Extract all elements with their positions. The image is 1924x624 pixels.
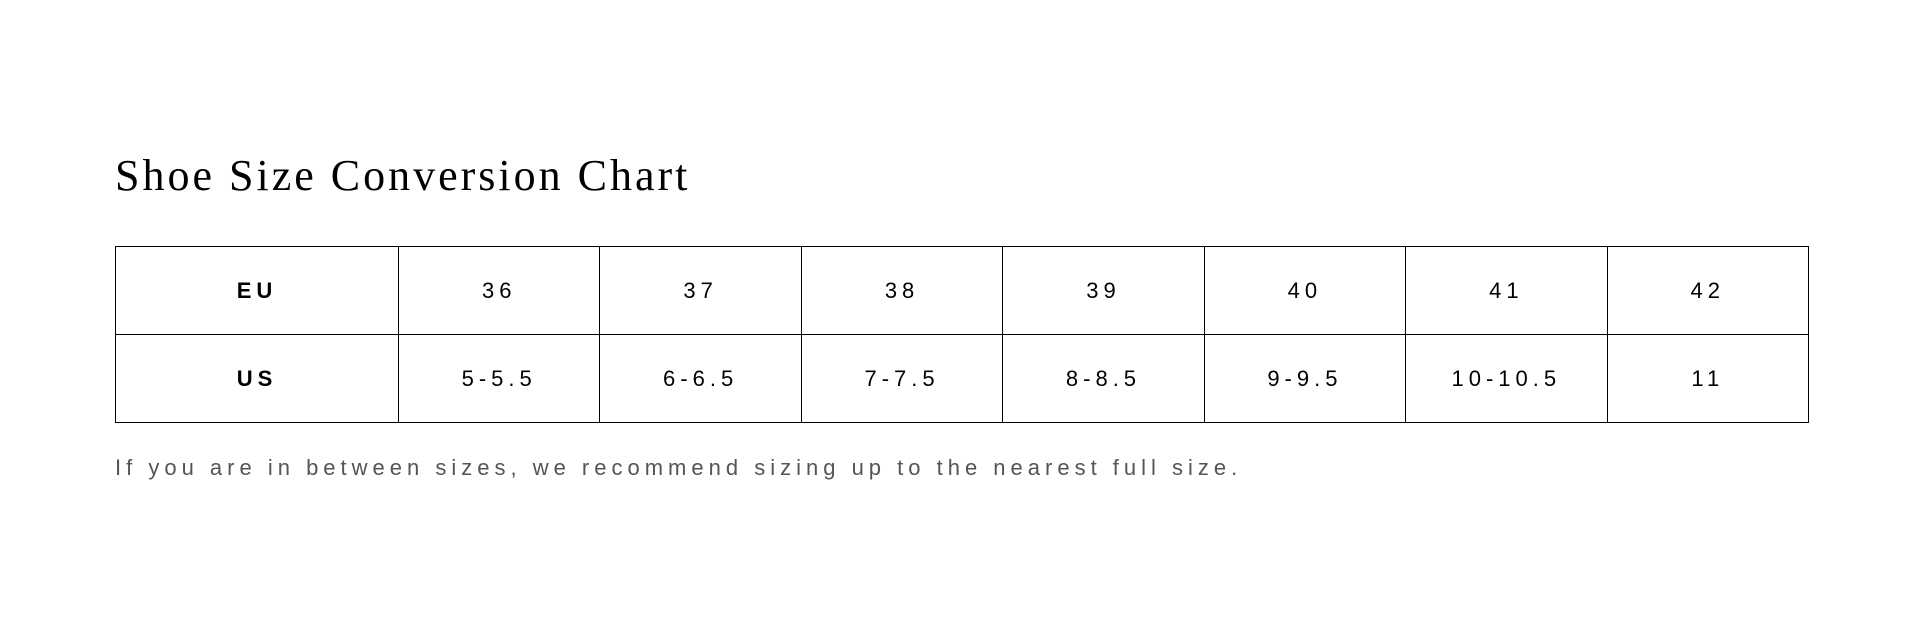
table-cell: 38 (801, 247, 1002, 335)
size-table: EU 36 37 38 39 40 41 42 US 5-5.5 6-6.5 7… (115, 246, 1809, 423)
table-cell: 39 (1003, 247, 1204, 335)
table-cell: 42 (1607, 247, 1808, 335)
row-label-eu: EU (116, 247, 399, 335)
table-row: EU 36 37 38 39 40 41 42 (116, 247, 1809, 335)
table-cell: 6-6.5 (600, 335, 801, 423)
sizing-note: If you are in between sizes, we recommen… (115, 455, 1809, 481)
table-cell: 7-7.5 (801, 335, 1002, 423)
row-label-us: US (116, 335, 399, 423)
table-row: US 5-5.5 6-6.5 7-7.5 8-8.5 9-9.5 10-10.5… (116, 335, 1809, 423)
chart-title: Shoe Size Conversion Chart (115, 150, 1809, 201)
table-cell: 10-10.5 (1406, 335, 1607, 423)
table-cell: 37 (600, 247, 801, 335)
table-cell: 11 (1607, 335, 1808, 423)
table-cell: 36 (399, 247, 600, 335)
size-chart-container: Shoe Size Conversion Chart EU 36 37 38 3… (0, 0, 1924, 481)
table-cell: 5-5.5 (399, 335, 600, 423)
table-cell: 8-8.5 (1003, 335, 1204, 423)
table-cell: 9-9.5 (1204, 335, 1405, 423)
table-cell: 40 (1204, 247, 1405, 335)
table-cell: 41 (1406, 247, 1607, 335)
